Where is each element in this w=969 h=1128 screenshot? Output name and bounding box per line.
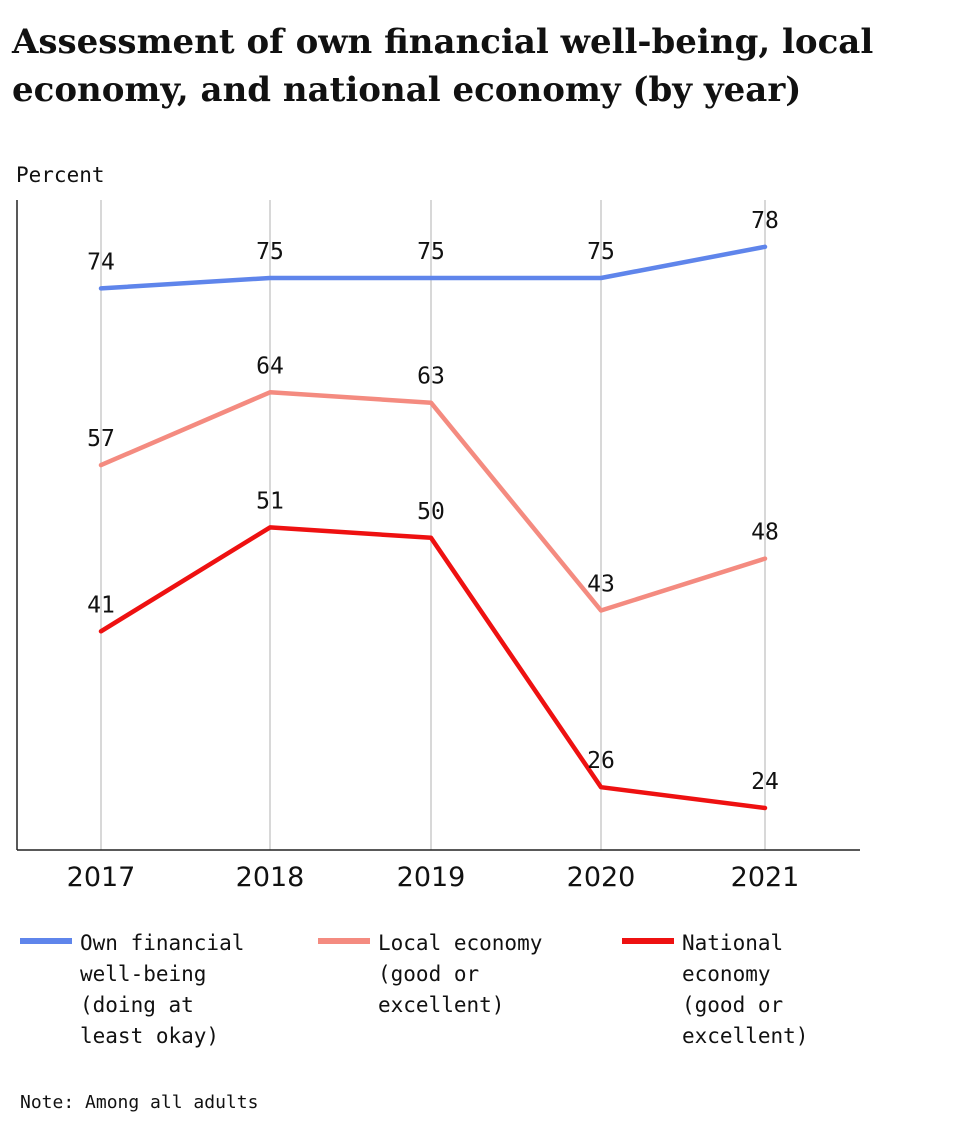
grid-lines: [100, 200, 766, 850]
y-axis-label: Percent: [16, 163, 105, 187]
x-tick-2020: 2020: [567, 862, 636, 893]
data-label-local-2017: 57: [87, 426, 115, 452]
legend-label-national: National economy (good or excellent): [682, 931, 809, 1048]
data-label-own-2017: 74: [87, 249, 115, 275]
data-label-local-2018: 64: [256, 353, 284, 379]
data-label-national-2020: 26: [587, 748, 615, 774]
x-tick-2018: 2018: [236, 862, 305, 893]
series-lines: [98, 244, 768, 811]
series-line-local: [98, 390, 768, 613]
x-tick-2017: 2017: [67, 862, 136, 893]
data-label-local-2021: 48: [751, 520, 779, 546]
data-label-own-2020: 75: [587, 239, 615, 265]
data-label-national-2018: 51: [256, 488, 284, 514]
data-label-local-2019: 63: [417, 364, 445, 390]
data-label-own-2018: 75: [256, 239, 284, 265]
data-label-own-2019: 75: [417, 239, 445, 265]
x-tick-2021: 2021: [731, 862, 800, 893]
legend: Own financial well-being (doing at least…: [0, 928, 969, 1058]
x-tick-labels: 2017 2018 2019 2020 2021: [67, 862, 800, 893]
legend-swatch-national: [622, 938, 674, 944]
data-label-national-2021: 24: [751, 769, 779, 795]
x-tick-2019: 2019: [397, 862, 466, 893]
data-labels: 74 75 75 75 78 57 64 63 43 48 41 51 50 26 24: [87, 208, 779, 795]
chart-title: Assessment of own financial well-being, …: [12, 22, 874, 110]
series-line-national: [98, 525, 768, 811]
legend-swatch-local: [318, 938, 370, 944]
data-label-national-2019: 50: [417, 499, 445, 525]
legend-label-own: Own financial well-being (doing at least…: [80, 931, 245, 1048]
legend-label-local: Local economy (good or excellent): [378, 931, 543, 1017]
series-line-own: [98, 244, 768, 291]
chart-note: Note: Among all adults: [20, 1092, 259, 1113]
legend-swatch-own: [20, 938, 72, 944]
data-label-own-2021: 78: [751, 208, 779, 234]
data-label-local-2020: 43: [587, 572, 615, 598]
data-label-national-2017: 41: [87, 592, 115, 618]
